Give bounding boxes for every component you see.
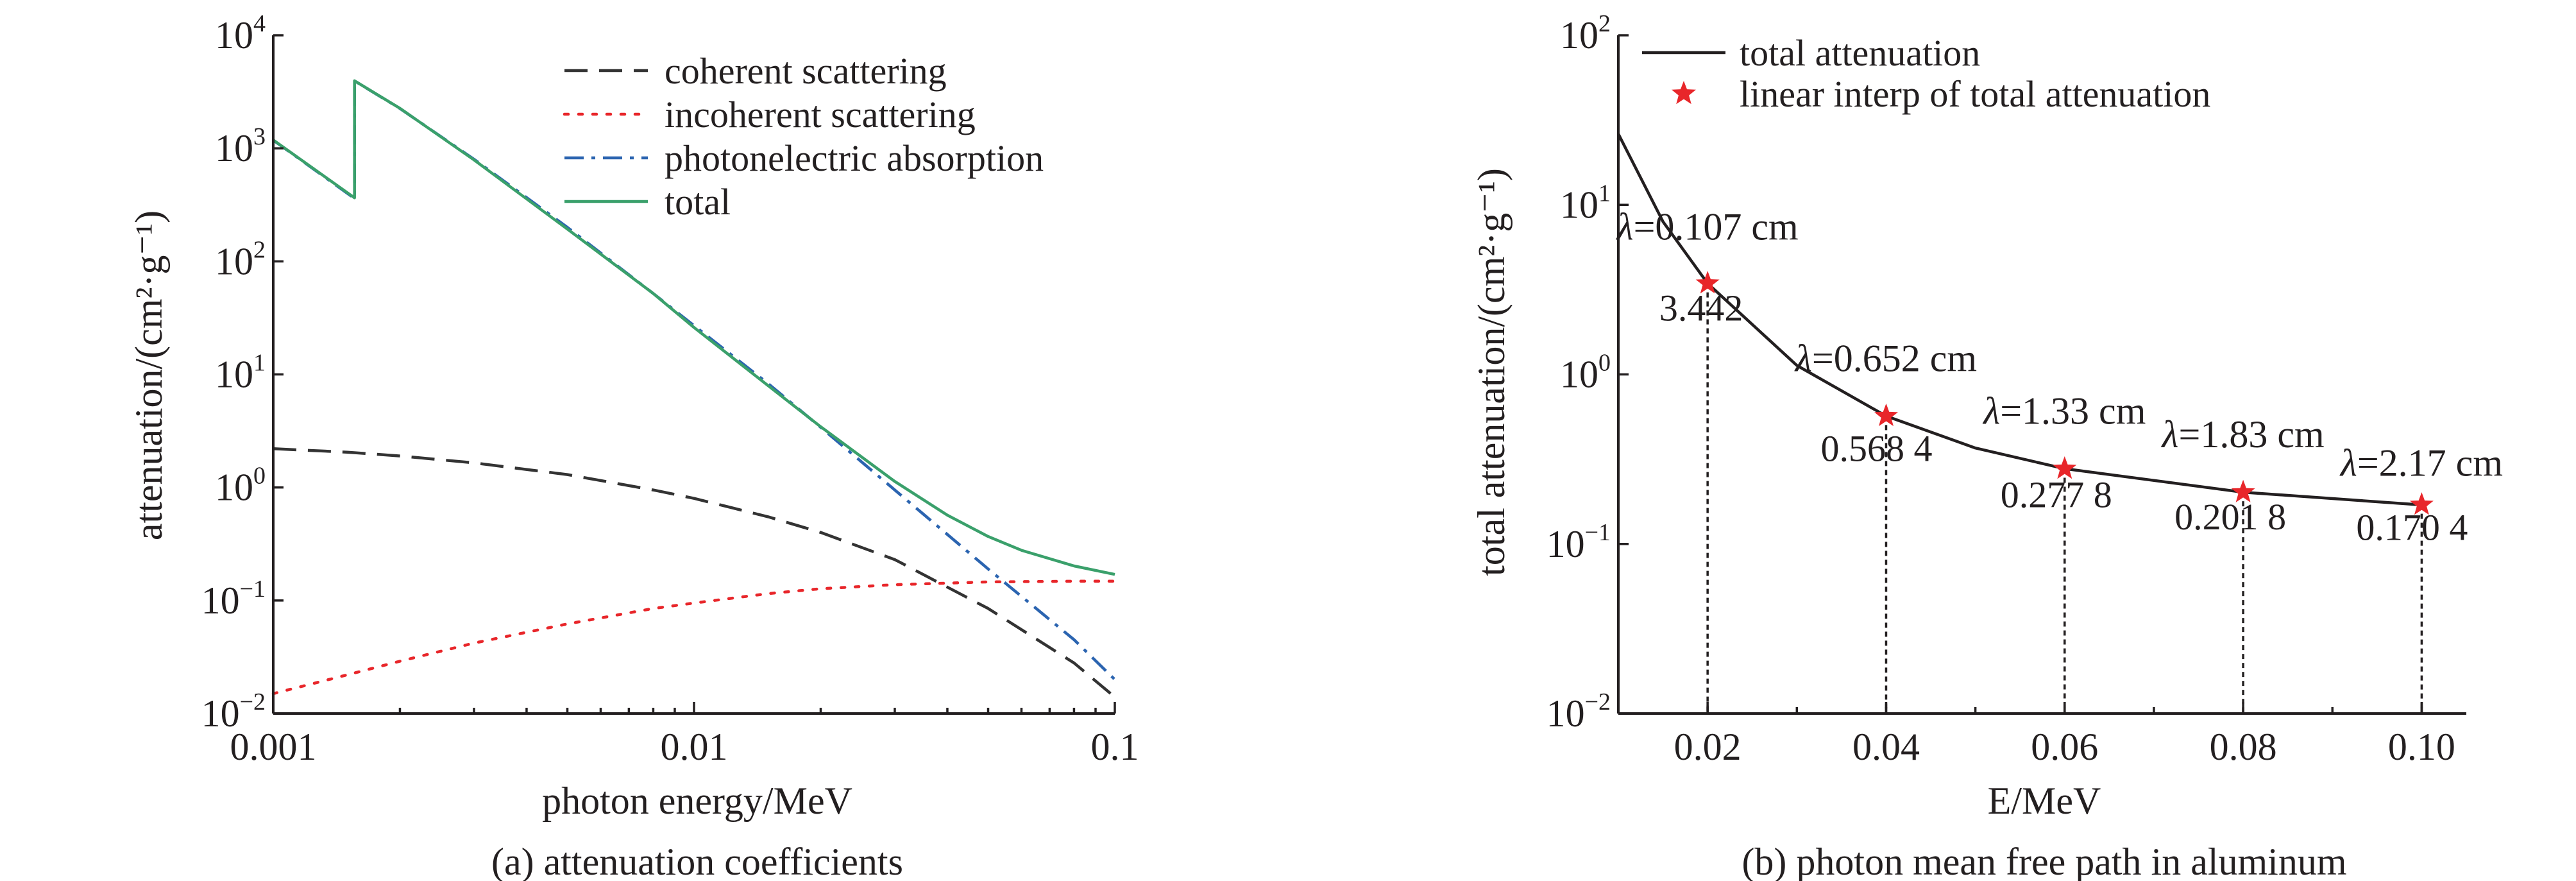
chart-b-x-axis-label: E/MeV — [1988, 780, 2101, 822]
chart-a-y-tick-label: 102 — [215, 236, 266, 282]
lambda-annotation: λ=2.17 cm — [2339, 442, 2503, 484]
series-line-incoherent-scattering — [271, 579, 1117, 696]
lambda-annotation: λ=1.83 cm — [2161, 413, 2325, 456]
interp-star-marker — [1874, 403, 1898, 427]
chart-a-y-tick-label: 100 — [215, 463, 266, 509]
interp-star-marker — [1695, 271, 1720, 294]
legend-label: photonelectric absorption — [665, 137, 1044, 179]
chart-a-y-tick-label: 10−2 — [201, 689, 266, 735]
chart-b-mean-free-path: 0.02 0.04 0.06 0.08 0.10 10−2 10−1 100 101 102 λ… — [1470, 10, 2503, 881]
legend-label: coherent scattering — [665, 50, 947, 92]
lambda-annotation: λ=0.107 cm — [1616, 206, 1799, 248]
chart-b-y-tick-label: 102 — [1560, 10, 1611, 56]
chart-a-y-tick-label: 104 — [215, 10, 266, 56]
chart-b-y-tick-label: 100 — [1560, 350, 1611, 396]
chart-b-annotations: λ=0.107 cm 3.442 λ=0.652 cm 0.568 4 λ=1.33 c… — [1616, 206, 2503, 549]
legend-label: total attenuation — [1740, 32, 1980, 74]
lambda-annotation: λ=0.652 cm — [1794, 337, 1977, 379]
chart-b-caption: (b) photon mean free path in aluminum — [1741, 841, 2346, 881]
data-value-label: 0.568 4 — [1820, 427, 1932, 469]
chart-b-axes — [1617, 35, 2466, 715]
legend-swatch-star — [1672, 81, 1696, 105]
x-tick-label: 0.04 — [1852, 726, 1920, 768]
data-value-label: 0.277 8 — [2001, 474, 2112, 515]
chart-a-attenuation-coefficients: 0.001 0.01 0.1 10−2 10−1 100 101 102 103 104 coh… — [128, 10, 1139, 881]
x-tick-label: 0.06 — [2031, 726, 2098, 768]
chart-a-caption: (a) attenuation coefficients — [491, 841, 903, 881]
interp-star-marker — [2053, 456, 2077, 479]
chart-a-x-ticks: 0.001 0.01 0.1 — [230, 702, 1139, 768]
chart-a-y-tick-label: 10−1 — [201, 576, 266, 622]
interp-star-marker — [2231, 479, 2255, 502]
legend-label: total — [665, 181, 731, 223]
x-tick-label: 0.02 — [1674, 726, 1741, 768]
chart-b-plot-area — [1616, 133, 2434, 714]
chart-b-y-tick-label: 101 — [1560, 180, 1611, 226]
data-value-label: 0.170 4 — [2356, 507, 2468, 549]
chart-a-x-axis-label: photon energy/MeV — [542, 780, 852, 822]
chart-a-plot-area — [271, 79, 1117, 699]
chart-b-x-ticks: 0.02 0.04 0.06 0.08 0.10 — [1617, 702, 2455, 768]
chart-a-y-axis-label: attenuation/(cm²·g⁻¹) — [128, 210, 170, 540]
x-tick-label: 0.08 — [2210, 726, 2277, 768]
x-tick-label: 0.001 — [230, 726, 317, 768]
legend-label: linear interp of total attenuation — [1740, 73, 2210, 115]
chart-b-y-tick-label: 10−2 — [1546, 689, 1611, 735]
data-value-label: 3.442 — [1659, 287, 1743, 329]
chart-b-y-tick-label: 10−1 — [1546, 519, 1611, 565]
series-line-total — [272, 79, 1115, 576]
lambda-annotation: λ=1.33 cm — [1982, 389, 2146, 432]
legend-label: incoherent scattering — [665, 94, 976, 135]
chart-a-y-tick-label: 103 — [215, 123, 266, 169]
chart-b-y-axis-label: total attenuation/(cm²·g⁻¹) — [1470, 168, 1513, 576]
data-value-label: 0.201 8 — [2174, 496, 2286, 538]
x-tick-label: 0.10 — [2388, 726, 2455, 768]
x-tick-label: 0.01 — [661, 726, 728, 768]
series-line-coherent-scattering — [273, 447, 1116, 699]
interp-star-marker — [2409, 492, 2434, 515]
chart-a-y-ticks: 10−2 10−1 100 101 102 103 104 — [201, 10, 284, 735]
x-tick-label: 0.1 — [1091, 726, 1139, 768]
chart-a-y-tick-label: 101 — [215, 350, 266, 396]
chart-b-y-ticks: 10−2 10−1 100 101 102 — [1546, 10, 1629, 735]
